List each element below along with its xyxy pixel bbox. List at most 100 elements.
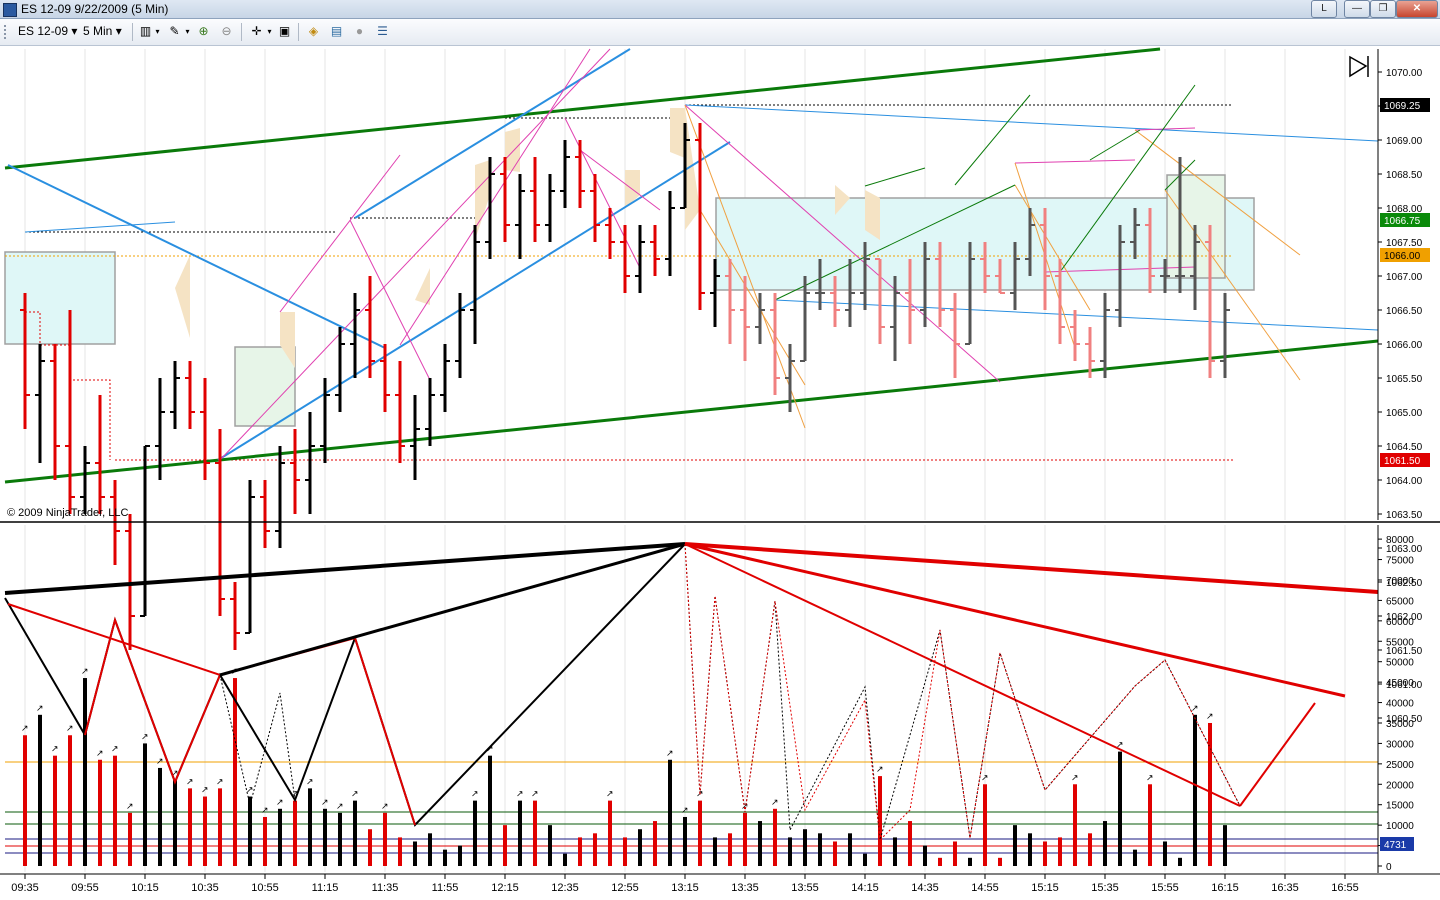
green-price-label-bg [1380, 213, 1430, 227]
scroll-to-end-icon[interactable] [1349, 55, 1369, 78]
volume-trend-line[interactable] [684, 542, 1346, 698]
blue-trend-line[interactable] [24, 221, 176, 233]
price-bar [305, 412, 315, 514]
price-bar [485, 157, 495, 259]
volume-bar [893, 837, 897, 866]
consolidation-box[interactable] [4, 251, 116, 345]
signal-arrow-icon: ↗ [381, 802, 389, 812]
volume-bar [323, 808, 327, 866]
window-title: ES 12-09 9/22/2009 (5 Min) [21, 2, 169, 16]
crosshair-icon[interactable]: ✛ [251, 24, 262, 38]
record-icon[interactable]: ● [355, 24, 364, 38]
volume-bar [713, 837, 717, 866]
green-line[interactable] [1059, 84, 1196, 273]
last-price-label-bg [1380, 98, 1430, 112]
price-tick-label: 1062.50 [1386, 578, 1423, 589]
zoom-out-icon[interactable]: ⊖ [221, 24, 232, 38]
magenta-line[interactable] [349, 219, 431, 381]
toolbar-grip[interactable] [4, 25, 8, 39]
orange-line[interactable] [1164, 189, 1301, 381]
volume-trend-line[interactable] [684, 542, 1379, 594]
volume-tick-label: 80000 [1386, 535, 1414, 546]
close-button[interactable]: ✕ [1396, 0, 1438, 18]
drawing-tool-icon[interactable]: ✎ [169, 24, 180, 38]
zoom-in-icon[interactable]: ⊕ [198, 24, 209, 38]
orange-line[interactable] [1014, 184, 1091, 311]
chevron-down-icon[interactable]: ▾ [155, 27, 160, 36]
chart-canvas[interactable]: 1070.001069.501069.001068.501068.001067.… [0, 45, 1440, 900]
blue-trend-line[interactable] [7, 164, 386, 349]
orange-line[interactable] [684, 104, 806, 429]
volume-bar [143, 743, 147, 866]
magenta-line[interactable] [279, 154, 401, 313]
link-button[interactable]: L [1311, 0, 1337, 18]
minimize-button[interactable]: — [1344, 0, 1370, 18]
instrument-selector[interactable]: ES 12-09 ▾ [18, 24, 77, 38]
price-bar [770, 293, 780, 395]
price-bar [410, 395, 420, 480]
signal-arrow-icon: ↗ [171, 769, 179, 779]
price-tick-label: 1068.00 [1386, 204, 1423, 215]
chevron-down-icon[interactable]: ▾ [267, 27, 272, 36]
volume-tick-label: 30000 [1386, 739, 1414, 750]
price-bar [515, 174, 525, 259]
volume-bar [653, 821, 657, 866]
blue-trend-line[interactable] [684, 104, 1379, 142]
time-axis[interactable]: 09:35 09:55 10:15 10:35 10:55 11:15 11:35 11:55… [11, 874, 1359, 894]
maximize-button[interactable]: ❐ [1370, 0, 1396, 18]
signal-arrow-icon: ↗ [21, 724, 29, 734]
price-bar [1130, 208, 1140, 259]
volume-swing-line[interactable] [684, 543, 1241, 842]
magenta-line[interactable] [1134, 127, 1196, 131]
consolidation-box[interactable] [234, 346, 296, 427]
volume-trend-line[interactable] [684, 543, 1241, 807]
time-tick-label: 12:35 [551, 882, 579, 894]
chevron-down-icon[interactable]: ▾ [185, 27, 190, 36]
indicators-icon[interactable]: ▤ [330, 24, 343, 38]
volume-trend-line[interactable] [4, 542, 686, 595]
signal-arrow-icon: ↗ [516, 790, 524, 800]
interval-selector[interactable]: 5 Min ▾ [83, 24, 122, 38]
volume-bar [533, 800, 537, 866]
green-line[interactable] [954, 94, 1031, 186]
volume-bar [548, 825, 552, 866]
volume-trend-line[interactable] [219, 542, 686, 677]
magenta-line[interactable] [1014, 159, 1136, 164]
magenta-line[interactable] [684, 104, 1001, 383]
magenta-line[interactable] [564, 117, 641, 269]
blue-trend-line[interactable] [354, 48, 631, 219]
price-bar [650, 225, 660, 276]
green-line[interactable] [774, 184, 1016, 301]
price-bar [755, 293, 765, 344]
price-bar [605, 208, 615, 259]
orange-line[interactable] [699, 209, 806, 386]
volume-swing-line[interactable] [84, 616, 221, 785]
magenta-line[interactable] [579, 149, 661, 211]
properties-icon[interactable]: ▣ [278, 24, 291, 38]
price-axis[interactable]: 1070.001069.501069.001068.501068.001067.… [1378, 68, 1423, 725]
price-bars [20, 123, 1230, 650]
volume-swing-line[interactable] [684, 543, 1241, 841]
green-line[interactable] [1089, 129, 1141, 161]
signal-arrow-icon: ↗ [216, 777, 224, 787]
bar-style-icon[interactable]: ▥ [139, 24, 152, 38]
volume-bar [1133, 849, 1137, 866]
volume-axis[interactable]: 80000 75000 70000 65000 60000 55000 50000 45000… [1378, 535, 1414, 873]
upper-channel-line[interactable] [4, 47, 1161, 170]
magenta-line[interactable] [219, 48, 611, 461]
volume-swing-line[interactable] [1239, 702, 1316, 807]
red-price-label: 1061.50 [1384, 456, 1421, 467]
tan-highlight [835, 185, 850, 215]
signal-arrow-icon: ↗ [741, 802, 749, 812]
green-line[interactable] [864, 167, 926, 187]
volume-bar [878, 776, 882, 866]
strategy-icon[interactable]: ◈ [308, 24, 319, 38]
orange-line[interactable] [1134, 129, 1301, 256]
data-box-icon[interactable]: ☰ [377, 24, 388, 38]
lower-channel-line[interactable] [4, 339, 1379, 484]
magenta-line[interactable] [399, 48, 591, 346]
volume-bar [293, 800, 297, 866]
price-bar [935, 242, 945, 327]
instrument-label: ES 12-09 [18, 24, 69, 38]
price-bar [20, 293, 30, 429]
